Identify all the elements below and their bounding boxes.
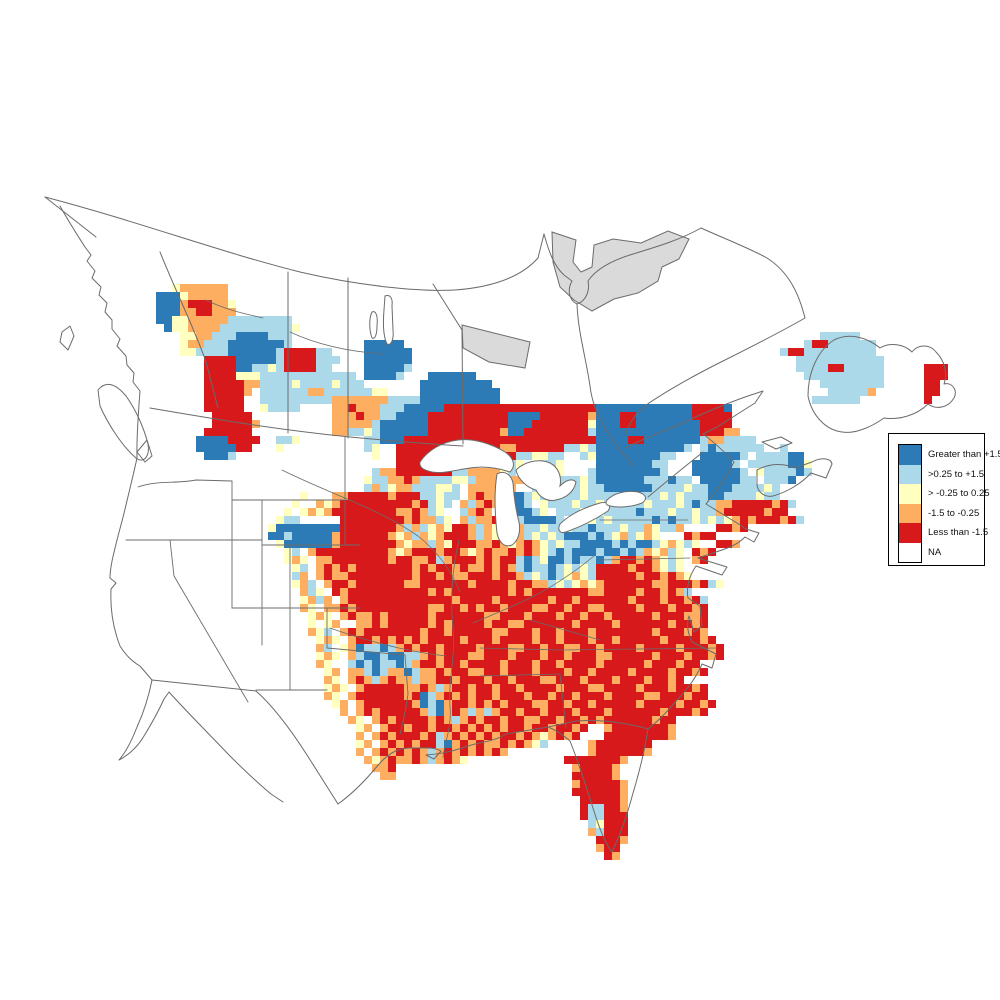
rivers xyxy=(205,299,595,759)
lake-erie xyxy=(558,502,611,533)
legend-swatch xyxy=(899,523,921,543)
gulf-coastline xyxy=(337,726,549,805)
florida-outline xyxy=(547,720,649,853)
bc-alberta-border xyxy=(159,251,219,409)
ohio-river xyxy=(472,555,595,624)
hudson-james-bay-coast xyxy=(543,227,702,305)
boundaries xyxy=(44,196,956,853)
ontario-quebec-border xyxy=(576,303,635,467)
legend-label: NA xyxy=(928,546,942,558)
legend-swatch xyxy=(899,542,921,562)
legend-swatch-frame xyxy=(898,444,922,563)
mississippi-river xyxy=(442,539,460,759)
atlantic-coastline xyxy=(647,433,760,730)
na-region-northern-quebec xyxy=(551,230,690,312)
legend-item: > -0.25 to 0.25 xyxy=(899,484,1000,504)
alaska-panhandle xyxy=(44,196,97,238)
puget-sound xyxy=(136,439,153,463)
lake-superior xyxy=(419,439,514,473)
legend-label: -1.5 to -0.25 xyxy=(928,507,980,519)
haida-gwaii xyxy=(59,325,75,351)
saskatchewan-river xyxy=(289,331,385,355)
manitoba-ontario-border xyxy=(432,283,464,445)
legend-swatch xyxy=(899,445,921,465)
peace-river xyxy=(205,299,264,319)
rio-grande xyxy=(255,690,339,805)
legend-item: >0.25 to +1.5 xyxy=(899,464,1000,484)
legend-swatch xyxy=(899,464,921,484)
northern-arc-border xyxy=(44,196,545,291)
legend-label: > -0.25 to 0.25 xyxy=(928,488,990,500)
lake-ontario xyxy=(605,490,646,508)
lake-winnipegosis xyxy=(369,311,378,339)
labrador-coast xyxy=(700,227,806,319)
legend-item: Greater than +1.5 xyxy=(899,445,1000,465)
legend-item: -1.5 to -0.25 xyxy=(899,503,1000,523)
legend-item: Less than -1.5 xyxy=(899,523,1000,543)
legend-label: Greater than +1.5 xyxy=(928,449,1000,461)
newfoundland xyxy=(807,335,956,433)
quebec-us-border xyxy=(647,451,704,498)
baja-gulf-of-california xyxy=(118,679,284,803)
pacific-coastline xyxy=(59,205,153,681)
na-region-polygons xyxy=(461,230,690,369)
lake-huron xyxy=(515,460,577,501)
vancouver-island xyxy=(97,383,149,461)
us-mexico-border xyxy=(151,679,257,692)
grid-cells xyxy=(156,284,948,860)
legend-item: NA xyxy=(899,542,1000,562)
legend-items: Greater than +1.5 >0.25 to +1.5 > -0.25 to… xyxy=(899,445,1000,562)
lake-michigan xyxy=(494,471,521,547)
gaspe-south-shore xyxy=(624,390,764,449)
st-lawrence-north-shore xyxy=(624,317,806,437)
nova-scotia xyxy=(756,458,833,497)
missouri-river xyxy=(281,469,461,593)
legend-label: Less than -1.5 xyxy=(928,527,989,539)
na-region-northern-ontario xyxy=(461,324,531,369)
legend: Greater than +1.5 >0.25 to +1.5 > -0.25 to… xyxy=(888,433,1000,566)
us-canada-border xyxy=(149,407,464,447)
eastern-state-borders xyxy=(479,519,717,729)
legend-swatch xyxy=(899,484,921,504)
arkansas-river xyxy=(329,627,447,657)
lakes xyxy=(369,295,646,547)
prince-edward-island xyxy=(761,436,793,450)
lake-winnipeg xyxy=(382,295,394,345)
western-state-borders xyxy=(125,436,409,735)
legend-swatch xyxy=(899,503,921,523)
legend-label: >0.25 to +1.5 xyxy=(928,468,984,480)
